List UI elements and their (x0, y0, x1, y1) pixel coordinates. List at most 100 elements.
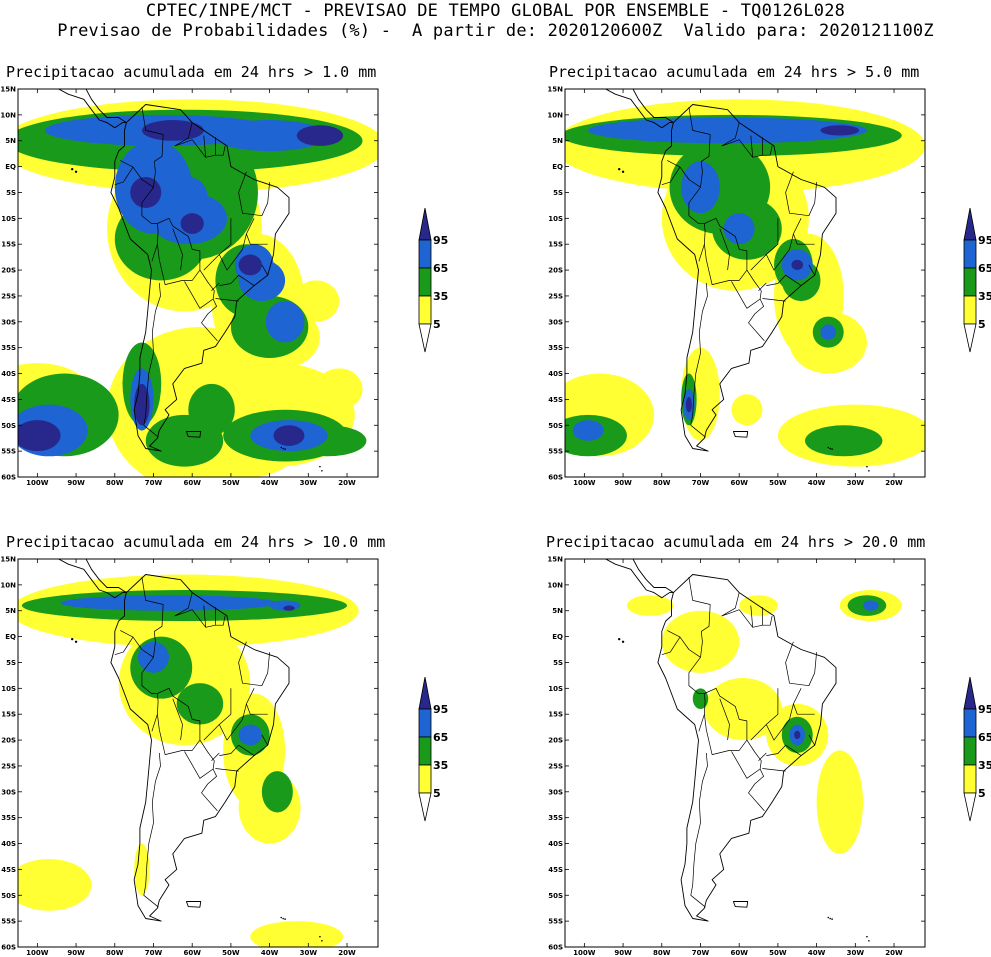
galapagos-island (74, 640, 78, 643)
lon-tick-label: 40W (808, 949, 826, 957)
lat-tick-label: 40S (548, 840, 563, 848)
probability-contour-65 (238, 724, 262, 746)
colorbar-65-95 (963, 708, 977, 738)
lon-tick-label: 30W (847, 949, 865, 957)
lat-tick-label: 35S (548, 814, 563, 822)
lat-tick-label: 50S (548, 892, 563, 900)
country-border (203, 135, 207, 158)
probability-contour-95 (820, 125, 860, 136)
lon-tick-label: 40W (261, 479, 279, 487)
lat-tick-label: 35S (1, 814, 16, 822)
country-border (785, 641, 817, 687)
panel-title-10mm: Precipitacao acumulada em 24 hrs > 10.0 … (6, 533, 386, 551)
country-border (219, 744, 255, 756)
lon-tick-label: 30W (300, 479, 318, 487)
coastline-falklands (185, 901, 202, 908)
lat-tick-label: EQ (5, 633, 16, 641)
lat-tick-label: EQ (552, 163, 563, 171)
probability-contour-65 (820, 324, 836, 340)
map-frame (17, 88, 379, 478)
colorbar-label-35: 35 (433, 759, 448, 772)
island-dot (282, 917, 284, 920)
colorbar-label-65: 65 (978, 731, 991, 744)
island-dot (319, 935, 321, 938)
lon-tick-label: 80W (653, 479, 671, 487)
lat-tick-label: 60S (1, 944, 16, 952)
probability-contour-5 (250, 921, 344, 947)
island-dot (868, 939, 870, 942)
lon-tick-label: 100W (26, 949, 49, 957)
colorbar-65-95 (418, 708, 432, 738)
map-panel-1mm: 15N 10N 5N EQ 5S 10S 15S 20S 25S 30S 35S 40S 45S 50S 5… (0, 85, 379, 487)
probability-contour-95 (238, 254, 262, 276)
probability-contour-95 (18, 420, 61, 452)
country-border (201, 298, 218, 342)
colorbar-top-arrow (418, 207, 432, 241)
country-border (667, 107, 711, 188)
colorbar-label-95: 95 (433, 703, 448, 716)
country-border (174, 592, 226, 628)
island-dot (284, 918, 286, 920)
lat-tick-label: 5S (553, 189, 563, 197)
country-border (201, 768, 218, 812)
colorbar-top-arrow (963, 207, 977, 241)
country-border (215, 298, 239, 302)
probability-contour-95 (141, 120, 204, 141)
lat-tick-label: 15N (547, 556, 563, 564)
lon-tick-label: 80W (653, 949, 671, 957)
lat-tick-label: 35S (548, 344, 563, 352)
island-dot (866, 465, 868, 468)
colorbar-bottom-arrow (963, 323, 977, 353)
lat-tick-label: 15N (547, 86, 563, 94)
country-border (172, 698, 183, 741)
probability-contour-5 (18, 859, 92, 911)
map-panel-10mm: 15N 10N 5N EQ 5S 10S 15S 20S 25S 30S 35S 40S 45S 50S 5… (0, 555, 379, 957)
lat-tick-label: 10S (1, 685, 16, 693)
country-border (748, 768, 765, 812)
country-border (114, 636, 134, 656)
lat-tick-label: 25S (1, 292, 16, 300)
probability-contour-65 (168, 176, 208, 219)
colorbar-5-35 (963, 764, 977, 794)
island-dot (282, 447, 284, 450)
country-border (120, 107, 164, 188)
colorbar-svg: 95 65 35 5 (418, 676, 448, 822)
galapagos-island (70, 637, 74, 641)
country-border (750, 135, 754, 158)
country-border (661, 166, 681, 186)
lon-tick-label: 100W (573, 949, 596, 957)
country-border (211, 752, 220, 762)
lon-tick-label: 90W (614, 949, 632, 957)
lat-tick-label: 25S (548, 292, 563, 300)
lat-tick-label: 30S (548, 318, 563, 326)
country-border (750, 605, 754, 628)
colorbar-35-65 (418, 736, 432, 766)
country-border (215, 768, 239, 772)
lat-tick-label: 50S (1, 422, 16, 430)
lat-tick-label: 55S (1, 448, 16, 456)
lon-tick-label: 30W (300, 949, 318, 957)
probability-contour-65 (588, 117, 867, 144)
legend-colorbar-4: 95 65 35 5 (963, 676, 991, 827)
lat-tick-label: 25S (548, 762, 563, 770)
lat-tick-label: 10N (547, 581, 563, 589)
island-dot (321, 469, 323, 472)
colorbar-label-95: 95 (978, 234, 991, 247)
country-border (765, 688, 794, 741)
country-border (211, 282, 220, 292)
probability-contour-5 (626, 595, 674, 616)
coastline-falklands (732, 901, 749, 908)
map-frame (17, 558, 379, 948)
country-border (748, 298, 765, 342)
lat-tick-label: 60S (548, 944, 563, 952)
country-border (766, 274, 802, 286)
country-border (731, 269, 762, 309)
lat-tick-label: 30S (548, 788, 563, 796)
colorbar-svg: 95 65 35 5 (963, 676, 991, 822)
lat-tick-label: 10N (547, 111, 563, 119)
probability-contour-5 (292, 280, 340, 322)
coastline-south-america (657, 104, 837, 452)
lat-tick-label: 30S (1, 788, 16, 796)
country-border (698, 714, 705, 732)
map-svg: 15N 10N 5N EQ 5S 10S 15S 20S 25S 30S 35S 40S 45S 50S 5… (0, 556, 379, 957)
